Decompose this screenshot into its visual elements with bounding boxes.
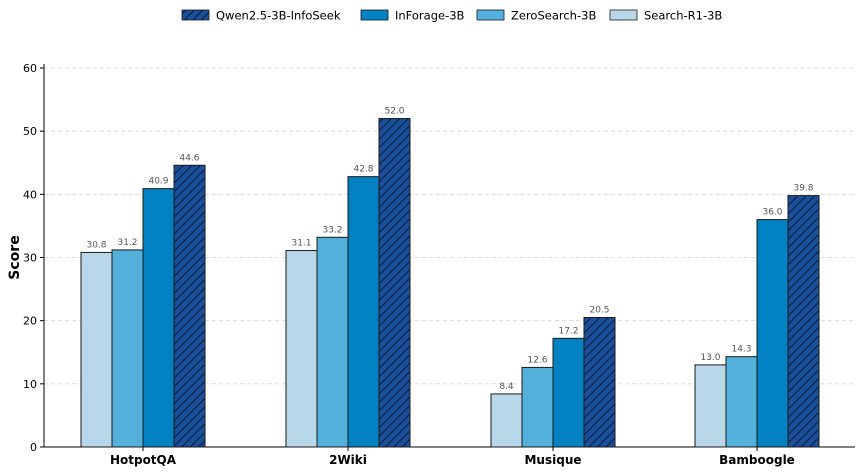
bar-inforage-3b-2wiki bbox=[347, 176, 380, 448]
y-tick-label: 40 bbox=[23, 188, 37, 201]
data-label: 20.5 bbox=[589, 306, 609, 316]
y-tick-label: 50 bbox=[23, 125, 37, 138]
bar-inforage-3b-hotpotqa bbox=[142, 188, 175, 448]
bar-zerosearch-3b-musique bbox=[521, 366, 554, 448]
data-label: 30.8 bbox=[86, 240, 106, 250]
y-tick-label: 10 bbox=[23, 378, 37, 391]
legend-item[interactable]: ZeroSearch-3B bbox=[476, 9, 596, 23]
legend-swatch bbox=[609, 9, 638, 21]
data-label: 14.3 bbox=[731, 345, 751, 355]
data-label: 42.8 bbox=[353, 165, 373, 175]
bars bbox=[80, 118, 820, 448]
bar-qwen2-5-3b-infoseek-bamboogle bbox=[787, 195, 820, 448]
x-tick-label: Musique bbox=[524, 453, 581, 467]
bar-search-r1-3b-bamboogle bbox=[694, 364, 727, 448]
y-tick-label: 30 bbox=[23, 252, 37, 265]
y-tick-label: 20 bbox=[23, 315, 37, 328]
y-axis-title: Score bbox=[7, 235, 23, 279]
data-label: 39.8 bbox=[793, 184, 813, 194]
legend-label: Search-R1-3B bbox=[644, 9, 722, 23]
data-labels: 30.8 31.2 40.9 44.6 31.1 33.2 42.8 52.0 8.4 12.6 1… bbox=[86, 107, 813, 392]
bar-qwen2-5-3b-infoseek-musique bbox=[583, 317, 616, 448]
data-label: 33.2 bbox=[322, 225, 342, 235]
bar-zerosearch-3b-2wiki bbox=[316, 236, 349, 448]
bar-inforage-3b-bamboogle bbox=[756, 219, 789, 448]
legend-swatch bbox=[360, 9, 389, 21]
data-label: 31.1 bbox=[291, 239, 311, 249]
x-tick-label: 2Wiki bbox=[329, 453, 367, 467]
legend[interactable]: Qwen2.5-3B-InfoSeek InForage-3B ZeroSearch… bbox=[181, 9, 722, 23]
data-label: 13.0 bbox=[700, 353, 720, 363]
bar-qwen2-5-3b-infoseek-2wiki bbox=[378, 118, 411, 448]
x-tick-label: Bamboogle bbox=[719, 453, 795, 467]
y-tick-label: 0 bbox=[30, 441, 37, 454]
legend-item[interactable]: InForage-3B bbox=[360, 9, 465, 23]
data-label: 17.2 bbox=[558, 326, 578, 336]
legend-label: ZeroSearch-3B bbox=[511, 9, 596, 23]
legend-swatch bbox=[476, 9, 505, 21]
legend-label: InForage-3B bbox=[395, 9, 465, 23]
bar-zerosearch-3b-hotpotqa bbox=[111, 249, 144, 448]
data-label: 52.0 bbox=[384, 107, 404, 117]
bar-qwen2-5-3b-infoseek-hotpotqa bbox=[173, 164, 206, 448]
bar-zerosearch-3b-bamboogle bbox=[725, 356, 758, 448]
data-label: 31.2 bbox=[117, 238, 137, 248]
data-label: 36.0 bbox=[762, 208, 782, 218]
bar-inforage-3b-musique bbox=[552, 337, 585, 448]
bar-search-r1-3b-hotpotqa bbox=[80, 251, 113, 448]
y-tick-label: 60 bbox=[23, 62, 37, 75]
data-label: 44.6 bbox=[179, 153, 199, 163]
legend-item[interactable]: Search-R1-3B bbox=[609, 9, 722, 23]
data-label: 12.6 bbox=[527, 355, 547, 365]
bar-search-r1-3b-2wiki bbox=[285, 250, 318, 448]
legend-item[interactable]: Qwen2.5-3B-InfoSeek bbox=[181, 9, 341, 23]
legend-swatch bbox=[181, 9, 210, 21]
x-tick-label: HotpotQA bbox=[110, 453, 177, 467]
data-label: 40.9 bbox=[148, 177, 168, 187]
legend-label: Qwen2.5-3B-InfoSeek bbox=[216, 9, 341, 23]
data-label: 8.4 bbox=[499, 382, 514, 392]
bar-search-r1-3b-musique bbox=[490, 393, 523, 448]
